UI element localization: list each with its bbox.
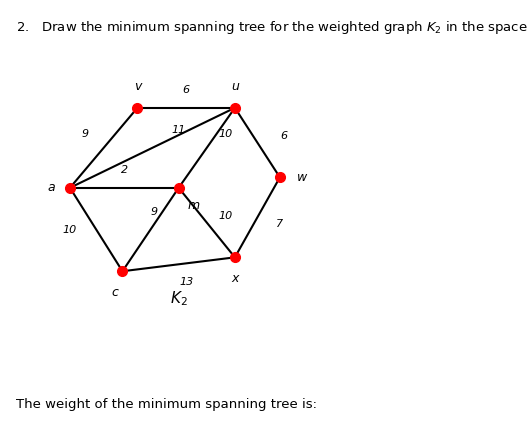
Text: 11: 11: [172, 125, 186, 135]
Text: The weight of the minimum spanning tree is:: The weight of the minimum spanning tree …: [16, 398, 317, 411]
Text: x: x: [231, 272, 238, 285]
Text: 2: 2: [121, 165, 128, 175]
Text: 9: 9: [81, 129, 89, 139]
Text: 13: 13: [179, 276, 193, 287]
Text: 2.   Draw the minimum spanning tree for the weighted graph $K_2$ in the space pr: 2. Draw the minimum spanning tree for th…: [16, 19, 531, 36]
Text: 10: 10: [63, 225, 77, 235]
Text: 6: 6: [183, 86, 190, 95]
Text: 6: 6: [280, 131, 287, 141]
Text: a: a: [47, 181, 55, 194]
Text: w: w: [297, 171, 307, 184]
Text: v: v: [134, 80, 141, 93]
Text: 9: 9: [151, 207, 158, 217]
Text: 10: 10: [218, 211, 233, 220]
Text: 10: 10: [218, 129, 233, 139]
Text: 7: 7: [276, 219, 284, 229]
Text: c: c: [112, 285, 118, 299]
Text: $K_2$: $K_2$: [170, 290, 187, 309]
Text: m: m: [187, 199, 200, 212]
Text: u: u: [231, 80, 239, 93]
